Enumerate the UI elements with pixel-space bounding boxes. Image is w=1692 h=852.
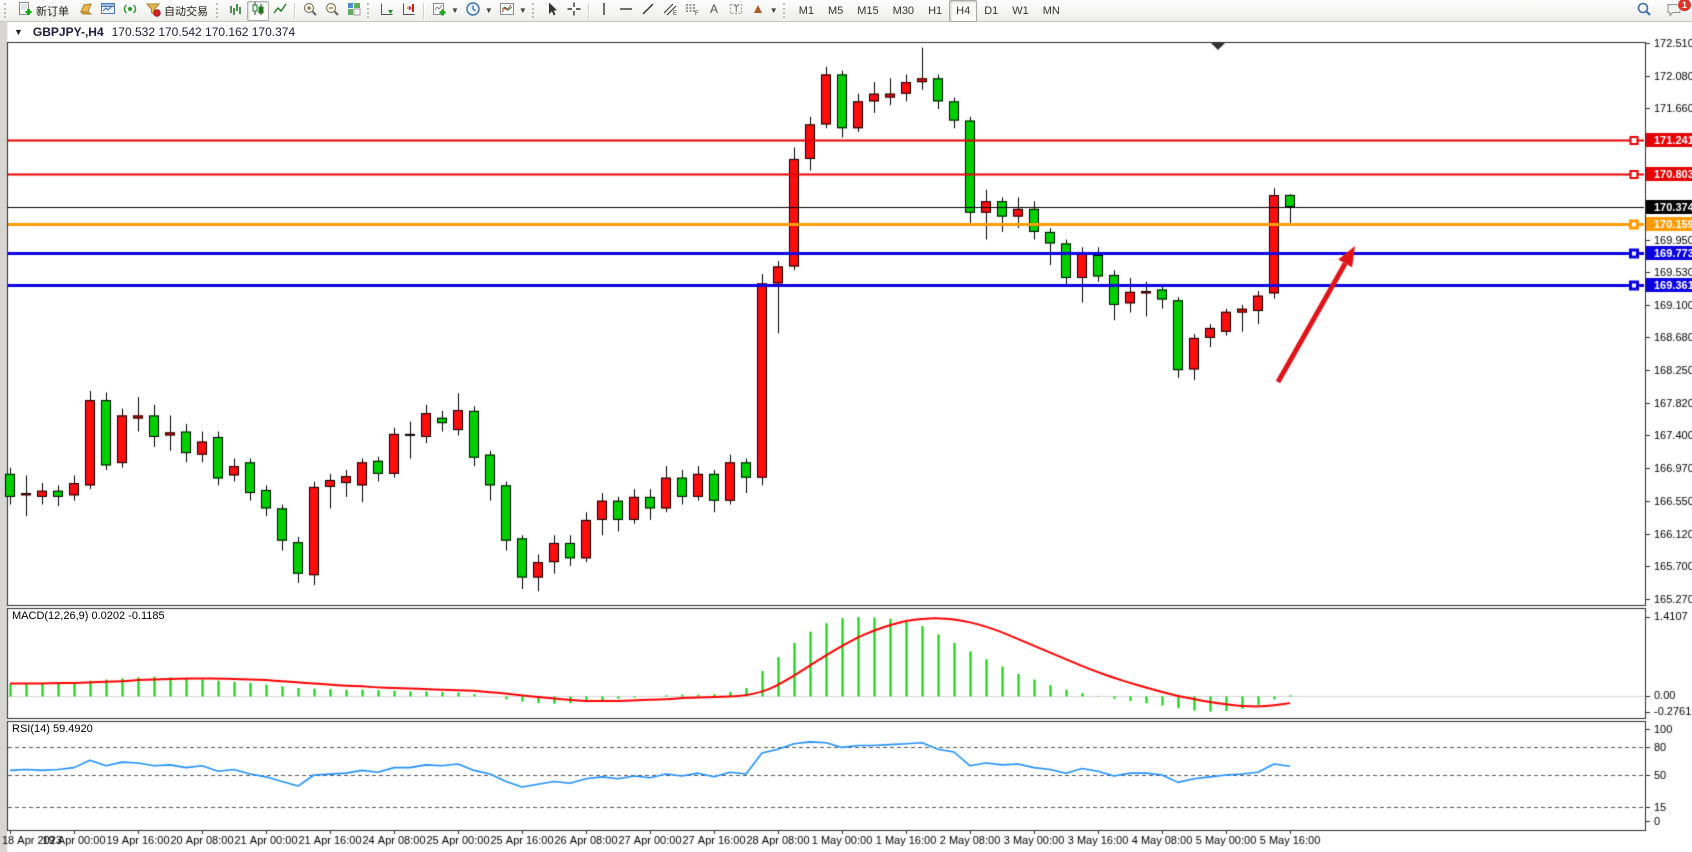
new-chart-icon xyxy=(431,1,447,20)
tile-windows-icon xyxy=(346,1,362,20)
autotrading-button[interactable]: 自动交易 xyxy=(141,1,214,21)
svg-text:T: T xyxy=(733,4,739,14)
chevron-down-icon: ▼ xyxy=(14,27,23,37)
auto-scroll-icon xyxy=(379,1,395,20)
vertical-line-button[interactable] xyxy=(593,1,615,21)
crosshair-button[interactable] xyxy=(563,1,585,21)
market-watch-button[interactable] xyxy=(75,1,97,21)
toolbar-grip[interactable] xyxy=(367,3,372,18)
notification-badge: 1 xyxy=(1676,0,1692,12)
signals-button[interactable] xyxy=(119,1,141,21)
zoom-in-button[interactable] xyxy=(299,1,321,21)
data-window-icon xyxy=(100,1,116,20)
fibonacci-icon: F xyxy=(684,1,700,20)
svg-text:A: A xyxy=(710,2,718,16)
timeframe-w1-button[interactable]: W1 xyxy=(1012,4,1029,17)
toolbar-grip[interactable] xyxy=(531,3,537,18)
timeframe-m15-button[interactable]: M15 xyxy=(857,4,879,17)
toolbar-grip[interactable] xyxy=(216,3,221,18)
timeframe-h4-button[interactable]: H4 xyxy=(949,0,978,22)
chart-candles-button[interactable] xyxy=(247,0,269,21)
arrows-icon xyxy=(750,1,766,20)
search-icon xyxy=(1636,1,1652,20)
text-label-button[interactable]: T xyxy=(725,1,747,21)
crosshair-icon xyxy=(566,1,582,20)
toolbar-separator xyxy=(294,2,296,19)
candles-chart-icon xyxy=(250,1,266,20)
chart-title[interactable]: ▼ GBPJPY-,H4 170.532 170.542 170.162 170… xyxy=(14,25,295,39)
timeframe-m30-button[interactable]: M30 xyxy=(892,4,915,17)
svg-text:F: F xyxy=(695,11,699,17)
timeframe-m1-button[interactable]: M1 xyxy=(798,4,814,17)
dropdown-caret-icon: ▼ xyxy=(451,6,459,15)
channel-icon: E xyxy=(662,1,678,20)
svg-text:E: E xyxy=(673,11,677,17)
trendline-icon xyxy=(640,1,656,20)
rsi-indicator-label[interactable]: RSI(14) 59.4920 xyxy=(12,723,93,735)
dropdown-caret-icon: ▼ xyxy=(518,6,527,15)
timeframe-mn-button[interactable]: MN xyxy=(1042,4,1060,17)
zoom-out-icon xyxy=(324,1,340,20)
toolbar-grip[interactable] xyxy=(782,3,788,18)
toolbar-grip[interactable] xyxy=(4,3,9,18)
chart-shift-icon xyxy=(401,1,417,20)
bars-chart-icon xyxy=(228,1,244,20)
new-order-icon xyxy=(17,1,33,20)
chart-ohlc-values: 170.532 170.542 170.162 170.374 xyxy=(111,25,296,39)
line-chart-icon xyxy=(272,1,288,20)
horizontal-line-icon xyxy=(618,1,634,20)
text-label-icon: T xyxy=(728,1,744,20)
arrows-button[interactable]: ▼ xyxy=(747,1,781,21)
market-watch-icon xyxy=(78,1,94,20)
clock-icon xyxy=(465,1,481,20)
chart-symbol-period: GBPJPY-,H4 xyxy=(32,25,104,39)
tile-windows-button[interactable] xyxy=(343,1,365,21)
data-window-button[interactable] xyxy=(97,1,119,21)
templates-button[interactable]: ▼ xyxy=(496,1,530,21)
dropdown-caret-icon: ▼ xyxy=(484,6,493,15)
new-chart-button[interactable]: ▼ xyxy=(428,1,462,21)
timeframe-d1-button[interactable]: D1 xyxy=(984,4,999,17)
template-icon xyxy=(499,1,515,20)
search-button[interactable] xyxy=(1633,1,1655,21)
trendline-button[interactable] xyxy=(637,1,659,21)
chart-shift-button[interactable] xyxy=(398,1,420,21)
equidistant-channel-button[interactable]: E xyxy=(659,1,681,21)
macd-indicator-label[interactable]: MACD(12,26,9) 0.0202 -0.1185 xyxy=(12,610,165,622)
cursor-button[interactable] xyxy=(541,1,563,21)
dropdown-caret-icon: ▼ xyxy=(769,6,778,15)
new-order-label: 新订单 xyxy=(36,5,69,18)
auto-scroll-button[interactable] xyxy=(376,1,398,21)
zoom-in-icon xyxy=(302,1,318,20)
fibonacci-button[interactable]: F xyxy=(681,1,703,21)
chart-bars-button[interactable] xyxy=(225,1,247,21)
main-toolbar: 新订单 自动交易 ▼ ▼ xyxy=(0,0,1692,22)
autotrading-label: 自动交易 xyxy=(164,5,208,18)
notifications-button[interactable]: 1 xyxy=(1663,0,1692,21)
vertical-line-icon xyxy=(596,1,612,20)
timeframe-m5-button[interactable]: M5 xyxy=(827,4,844,17)
periods-button[interactable]: ▼ xyxy=(462,1,496,21)
signals-icon xyxy=(122,1,138,20)
new-order-button[interactable]: 新订单 xyxy=(13,1,75,21)
horizontal-line-button[interactable] xyxy=(615,1,637,21)
autotrading-icon xyxy=(145,1,161,20)
cursor-icon xyxy=(544,1,560,20)
toolbar-separator xyxy=(587,2,590,19)
chart-line-button[interactable] xyxy=(269,1,291,21)
timeframe-h1-button[interactable]: H1 xyxy=(928,4,943,17)
text-button[interactable]: A xyxy=(703,1,725,21)
zoom-out-button[interactable] xyxy=(321,1,343,21)
text-icon: A xyxy=(706,1,722,20)
toolbar-separator xyxy=(423,2,425,19)
